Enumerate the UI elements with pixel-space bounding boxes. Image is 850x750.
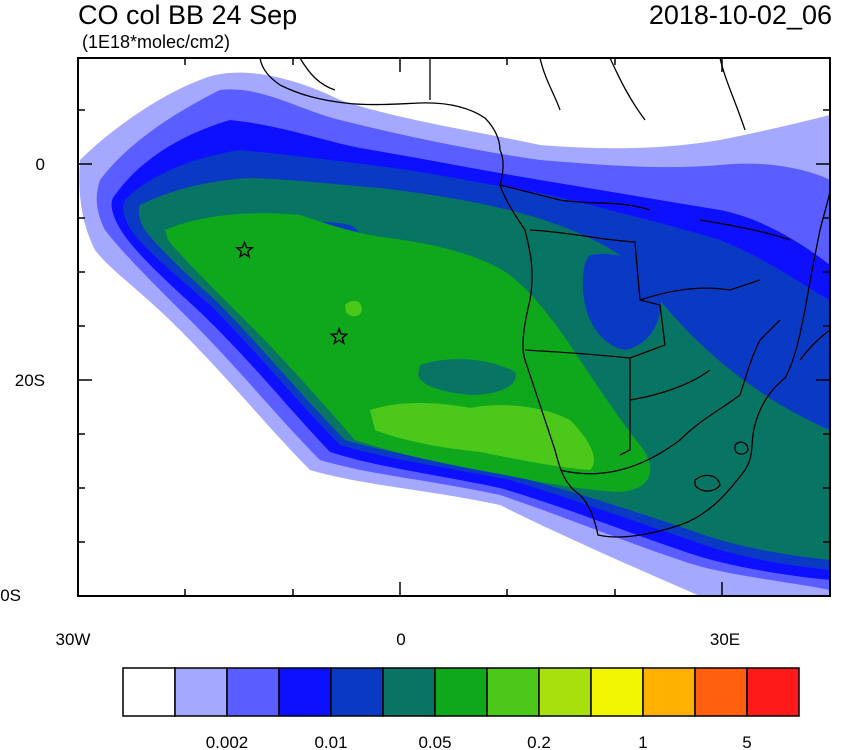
colorbar-label-0: 0.002 [206,733,249,750]
colorbar-box-7 [486,667,540,717]
border-north-1 [539,58,561,111]
colorbar-box-12 [746,667,800,717]
lat-label-0: 0 [36,155,45,174]
plume-layer [79,72,830,596]
colorbar-box-0 [122,667,176,717]
colorbar-label-3: 0.2 [527,733,551,750]
border-angola-east [529,229,666,359]
border-southafrica [559,394,741,475]
colorbar-label-5: 5 [742,733,751,750]
colorbar-box-8 [538,667,592,717]
border-congo [499,184,651,211]
border-mozambique [739,319,781,396]
markers-layer [235,240,349,345]
lon-label-0: 0 [396,630,405,649]
colorbar-boxes [122,667,800,717]
border-angola-south [524,349,631,359]
colorbar-label-2: 0.05 [418,733,451,750]
colorbar-box-11 [694,667,748,717]
plume-contour-light-green [370,403,594,470]
coastlines [259,58,830,538]
lat-label-20s: 20S [15,371,45,390]
border-tanzania [699,219,791,241]
colorbar-box-5 [382,667,436,717]
colorbar-box-4 [330,667,384,717]
colorbar-box-10 [642,667,696,717]
map-title: CO col BB 24 Sep [78,0,298,30]
swaziland [734,441,749,455]
colorbar-label-1: 0.01 [314,733,347,750]
border-zambia [639,279,761,301]
colorbar-box-2 [226,667,280,717]
border-north-2 [609,58,646,121]
africa-coastline [259,58,830,538]
lon-label-30e: 30E [710,630,740,649]
colorbar-label-4: 1 [638,733,647,750]
star-marker-1 [235,240,254,259]
units-label: (1E18*molec/cm2) [82,32,231,52]
tick-marks [77,58,830,597]
plume-patch-interior-blue [582,253,661,350]
colorbar-box-3 [278,667,332,717]
plume-spot-light-green [345,300,362,317]
plume-hole-teal [418,359,516,395]
lesotho [694,474,721,492]
timestamp-label: 2018-10-02_06 [648,0,832,30]
border-botswana [629,369,711,401]
colorbar-box-6 [434,667,488,717]
lat-label-40s: 40S [0,586,21,605]
colorbar-box-1 [174,667,228,717]
lon-label-30w: 30W [56,630,91,649]
plot-frame [77,57,831,597]
colorbar-box-9 [590,667,644,717]
colorbar-labels: 0.002 0.01 0.05 0.2 1 5 [206,733,752,750]
border-north-5 [299,58,336,91]
border-namibia-east [619,358,631,456]
star-marker-2 [329,326,349,345]
